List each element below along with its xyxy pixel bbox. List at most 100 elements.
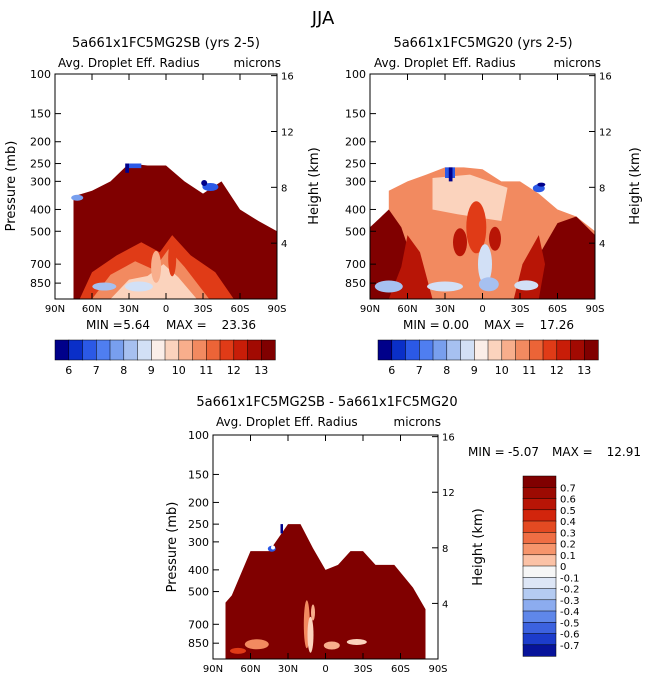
panel-units: microns (394, 415, 442, 429)
contour-blob (323, 641, 340, 650)
panel-2: 5a661x1FC5MG20 (yrs 2-5) Avg. Droplet Ef… (345, 36, 643, 377)
contour-blob (125, 163, 142, 169)
y-tick-label: 850 (345, 277, 366, 290)
colorbar-swatch (522, 577, 557, 590)
y2-tick-label: 16 (442, 433, 455, 444)
y2-tick-label: 8 (281, 183, 287, 194)
contour-blob (230, 647, 246, 654)
colorbar-label: -0.7 (560, 641, 580, 652)
x-tick-label: 90S (267, 304, 286, 315)
colorbar-swatch (522, 532, 557, 545)
x-tick-label: 60S (548, 304, 567, 315)
y-tick-label: 250 (188, 518, 209, 531)
colorbar-label: 13 (254, 364, 268, 377)
panel-units: microns (554, 56, 602, 70)
colorbar-label: 0 (560, 562, 566, 573)
y2-axis-label: Height (km) (471, 508, 486, 585)
contour-blob (307, 616, 314, 653)
colorbar-label: 12 (550, 364, 564, 377)
x-tick-label: 90S (585, 304, 604, 315)
contour-plot (71, 163, 277, 299)
colorbar-label: 6 (65, 364, 72, 377)
panel-title: 5a661x1FC5MG2SB - 5a661x1FC5MG20 (196, 395, 457, 410)
colorbar-label: 10 (172, 364, 186, 377)
contour-blob (168, 240, 177, 277)
colorbar-label: -0.4 (560, 607, 580, 618)
y2-tick-label: 4 (442, 599, 448, 610)
contour-region (225, 524, 426, 659)
y2-tick-label: 16 (599, 72, 612, 83)
colorbar-label: 9 (471, 364, 478, 377)
colorbar-swatch (96, 339, 111, 361)
y-tick-label: 250 (345, 158, 366, 171)
colorbar-swatch (68, 339, 84, 361)
y-tick-label: 250 (30, 158, 51, 171)
y-tick-label: 200 (188, 496, 209, 509)
y-tick-label: 700 (188, 618, 209, 631)
colorbar-label: 0.5 (560, 506, 576, 517)
y-tick-label: 300 (30, 175, 51, 188)
y2-tick-label: 12 (281, 127, 294, 138)
x-tick-label: 60N (82, 304, 102, 315)
x-tick-label: 30N (435, 304, 455, 315)
page-title: JJA (311, 8, 335, 29)
y2-axis-label: Height (km) (307, 147, 322, 224)
min-value: 0.00 (442, 318, 469, 332)
colorbar-label: 6 (388, 364, 395, 377)
colorbar-swatch (405, 339, 420, 361)
x-tick-label: 90N (360, 304, 380, 315)
colorbar-label: 0.2 (560, 540, 576, 551)
colorbar-label: -0.1 (560, 573, 580, 584)
x-tick-label: 30S (193, 304, 212, 315)
colorbar-label: 9 (148, 364, 155, 377)
colorbar-swatch (261, 339, 276, 361)
x-tick-label: 0 (163, 304, 169, 315)
y-tick-label: 150 (30, 108, 51, 121)
colorbar-label: -0.2 (560, 585, 580, 596)
y-tick-label: 150 (345, 108, 366, 121)
y-tick-label: 300 (188, 536, 209, 549)
axis-ticks: 90N 60N 30N 0 30S 60S 90S 100 150 200 250 300 400 500… (30, 68, 294, 315)
y-tick-label: 400 (30, 203, 51, 216)
colorbar-swatch (529, 339, 544, 361)
colorbar-label: 7 (416, 364, 423, 377)
y-tick-label: 700 (30, 258, 51, 271)
colorbar: 0.70.60.50.40.30.20.10-0.1-0.2-0.3-0.4-0… (522, 475, 580, 657)
panel-3: 5a661x1FC5MG2SB - 5a661x1FC5MG20 Avg. Dr… (165, 395, 641, 675)
colorbar-swatch (233, 339, 249, 361)
y2-tick-label: 4 (281, 239, 287, 250)
min-label: MIN = (403, 318, 440, 332)
panel-subtitle: Avg. Droplet Eff. Radius (374, 56, 516, 70)
colorbar-label: 13 (577, 364, 591, 377)
contour-blob (311, 604, 315, 621)
colorbar-swatch (522, 644, 557, 657)
max-value: 17.26 (540, 318, 574, 332)
colorbar-swatch (54, 339, 70, 361)
colorbar-swatch (522, 554, 557, 567)
contour-blob (448, 167, 453, 182)
x-tick-label: 60N (397, 304, 417, 315)
colorbar-swatch (522, 487, 557, 500)
panel-title: 5a661x1FC5MG2SB (yrs 2-5) (72, 36, 260, 51)
colorbar-swatch (522, 565, 557, 578)
colorbar-swatch (515, 339, 530, 361)
x-tick-label: 30N (278, 664, 298, 675)
contour-blob (244, 639, 269, 650)
colorbar-swatch (522, 610, 557, 623)
colorbar-label: 8 (443, 364, 450, 377)
panel-units: microns (234, 56, 282, 70)
y-tick-label: 100 (345, 68, 366, 81)
colorbar-label: 7 (93, 364, 100, 377)
max-value: 23.36 (222, 318, 256, 332)
x-tick-label: 30N (119, 304, 139, 315)
contour-band (526, 216, 595, 299)
panel-1: 5a661x1FC5MG2SB (yrs 2-5) Avg. Droplet E… (4, 36, 322, 377)
min-label: MIN = (86, 318, 123, 332)
panel-subtitle: Avg. Droplet Eff. Radius (58, 56, 200, 70)
colorbar-swatch (522, 520, 557, 533)
panel-subtitle: Avg. Droplet Eff. Radius (216, 415, 358, 429)
contour-blob (151, 250, 162, 283)
colorbar-swatch (522, 498, 557, 511)
colorbar-label: 0.1 (560, 551, 576, 562)
